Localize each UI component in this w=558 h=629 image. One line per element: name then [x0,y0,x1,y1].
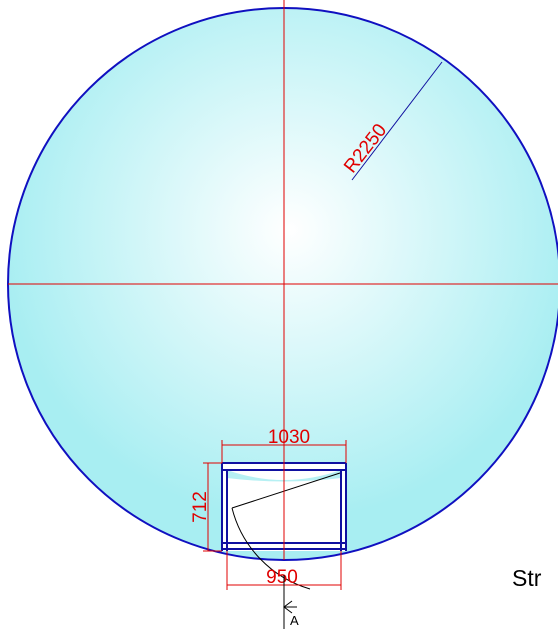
dim-side: 712 [190,491,211,523]
dim-bottom: 950 [266,567,298,588]
door-leaf [231,472,341,509]
caption: Str [512,565,542,591]
dim-top: 1030 [268,427,310,448]
door-swing [231,507,311,590]
door-arc-fill [227,470,341,482]
radius-line [351,61,443,181]
section-label: A [290,613,299,628]
section-arrow [283,600,297,614]
